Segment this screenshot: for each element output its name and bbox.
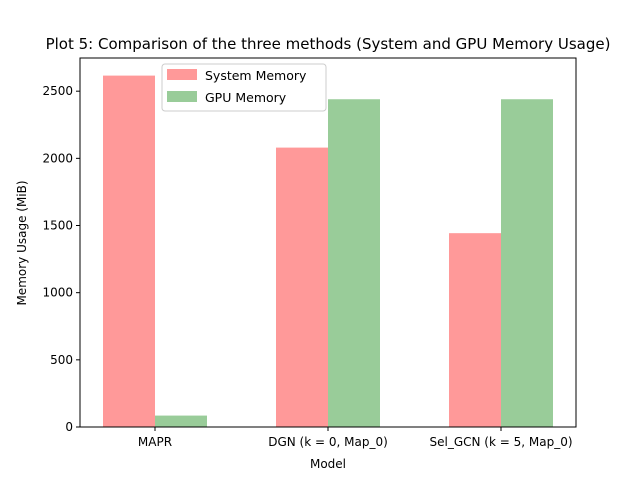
legend-swatch-system-memory — [167, 69, 197, 80]
bar-system-memory-2 — [449, 233, 501, 427]
y-axis-label: Memory Usage (MiB) — [15, 180, 29, 305]
bar-gpu-memory-2 — [501, 99, 553, 428]
y-tick-label: 2000 — [42, 151, 73, 165]
bars-group — [103, 75, 553, 428]
y-tick-label: 2500 — [42, 84, 73, 98]
chart-title: Plot 5: Comparison of the three methods … — [46, 35, 611, 53]
y-tick-label: 500 — [50, 353, 73, 367]
legend-frame — [161, 63, 327, 112]
bar-system-memory-0 — [103, 75, 155, 427]
bar-system-memory-1 — [276, 147, 328, 427]
y-tick-label: 1500 — [42, 219, 73, 233]
y-tick-label: 1000 — [42, 286, 73, 300]
legend-label-gpu-memory: GPU Memory — [205, 90, 287, 105]
y-tick-label: 0 — [65, 420, 73, 434]
x-tick-label: MAPR — [138, 435, 172, 449]
x-axis-label: Model — [310, 457, 346, 471]
legend-label-system-memory: System Memory — [205, 68, 307, 83]
legend: System Memory GPU Memory — [161, 63, 327, 112]
y-axis: 0 500 1000 1500 2000 2500 — [42, 84, 80, 434]
x-axis: MAPR DGN (k = 0, Map_0) Sel_GCN (k = 5, Ma… — [138, 427, 573, 449]
legend-swatch-gpu-memory — [167, 91, 197, 102]
x-tick-label: DGN (k = 0, Map_0) — [268, 435, 388, 449]
bar-gpu-memory-1 — [328, 99, 380, 428]
x-tick-label: Sel_GCN (k = 5, Map_0) — [429, 435, 572, 449]
bar-gpu-memory-0 — [155, 415, 207, 427]
